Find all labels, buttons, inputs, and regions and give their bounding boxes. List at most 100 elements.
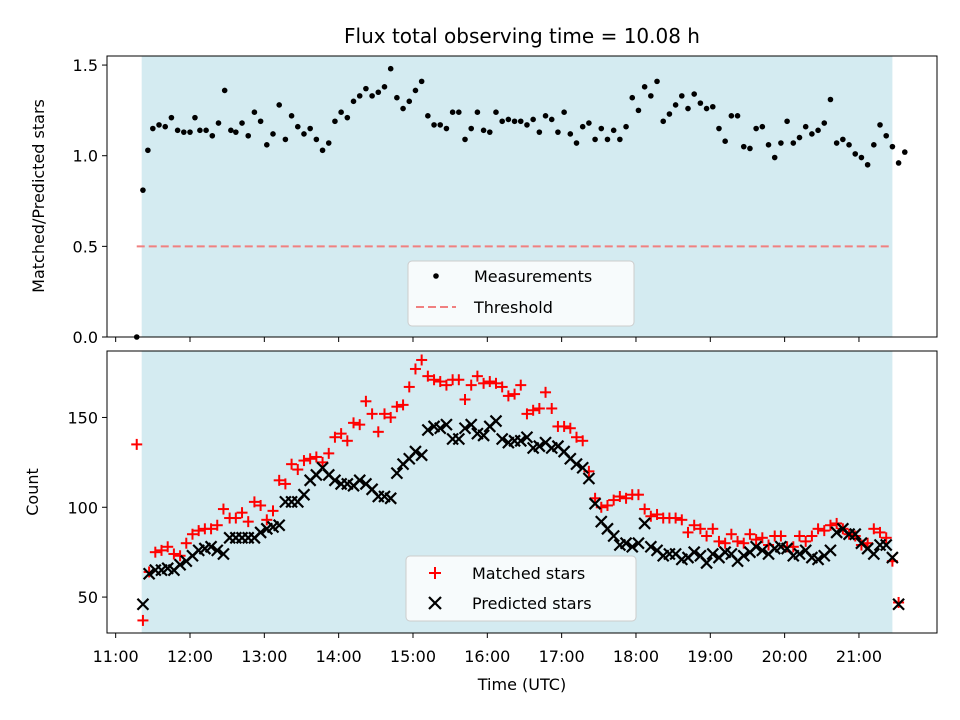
predicted-star-point — [297, 488, 311, 501]
matched-star-point — [793, 530, 805, 542]
matched-star-point — [546, 402, 558, 414]
matched-star-point — [874, 526, 886, 538]
predicted-star-point — [824, 544, 837, 557]
measurement-point — [251, 109, 258, 115]
measurement-point — [145, 147, 151, 154]
top-legend: Measurements Threshold — [407, 260, 635, 327]
matched-star-point — [348, 417, 360, 429]
matched-star-point — [614, 490, 626, 502]
predicted-stars-series — [136, 414, 905, 611]
matched-star-point — [738, 537, 750, 549]
measurement-point — [406, 98, 413, 105]
predicted-star-point — [390, 466, 404, 480]
measurement-point — [709, 103, 716, 110]
predicted-star-point — [867, 547, 881, 561]
x-tick-label: 17:00 — [539, 647, 585, 666]
measurement-point — [679, 93, 685, 99]
measurement-point — [517, 118, 524, 125]
measurement-point — [660, 118, 667, 125]
measurement-point — [846, 142, 852, 148]
measurement-point — [852, 151, 859, 157]
predicted-star-point — [793, 547, 806, 561]
predicted-star-point — [458, 421, 472, 435]
matched-star-point — [360, 395, 372, 407]
bottom-y-tick-label: 150 — [67, 408, 98, 427]
measurement-point — [722, 138, 728, 145]
measurement-point — [728, 113, 735, 119]
predicted-star-point — [173, 558, 187, 572]
measurement-point — [356, 93, 363, 99]
predicted-star-point — [632, 536, 645, 550]
predicted-star-point — [588, 497, 602, 510]
measurement-point — [840, 136, 846, 143]
matched-star-point — [571, 431, 583, 443]
measurement-point — [573, 140, 580, 146]
predicted-star-point — [520, 430, 534, 444]
matched-star-point — [880, 532, 892, 544]
measurement-point — [790, 140, 797, 146]
measurement-point — [901, 149, 908, 155]
predicted-star-point — [142, 567, 156, 581]
predicted-star-point — [619, 536, 633, 550]
measurement-point — [864, 161, 871, 168]
measurement-point — [162, 123, 169, 130]
matched-star-point — [719, 537, 731, 549]
measurement-point — [771, 154, 778, 161]
matched-star-point — [533, 402, 545, 414]
measurement-point — [685, 105, 691, 112]
matched-star-point — [521, 408, 533, 420]
matched-star-point — [149, 546, 161, 558]
matched-star-point — [335, 428, 347, 440]
matched-star-point — [267, 505, 279, 517]
matched-star-point — [707, 523, 719, 535]
measurement-point — [592, 136, 598, 143]
matched-star-point — [608, 494, 620, 506]
predicted-star-point — [879, 538, 893, 552]
predicted-star-point — [756, 544, 769, 557]
measurements-series — [133, 65, 908, 340]
matched-star-point — [366, 408, 378, 420]
matched-star-point — [620, 492, 632, 504]
matched-star-point — [397, 399, 409, 411]
measurement-point — [431, 122, 437, 128]
matched-star-point — [725, 528, 737, 540]
measurement-point — [387, 65, 394, 72]
measurement-point — [375, 89, 382, 96]
legend-predicted-marker — [428, 596, 442, 610]
matched-star-point — [527, 404, 539, 416]
matched-star-point — [750, 534, 762, 546]
matched-star-point — [639, 503, 651, 515]
matched-star-point — [577, 435, 589, 447]
measurement-point — [635, 107, 642, 114]
legend-measurements-label: Measurements — [474, 267, 592, 286]
matched-star-point — [292, 464, 304, 476]
matched-star-point — [248, 496, 260, 508]
matched-star-point — [341, 435, 353, 447]
measurement-point — [319, 147, 326, 154]
predicted-star-point — [415, 448, 428, 462]
matched-star-point — [391, 401, 403, 413]
bottom-ticks: 50 100 150 11:00 12:00 13:00 14:00 15:00 16:00 17… — [67, 408, 882, 666]
predicted-star-point — [495, 432, 509, 446]
predicted-star-point — [892, 597, 905, 611]
matched-star-point — [645, 510, 657, 522]
matched-star-point — [589, 492, 601, 504]
measurement-point — [350, 98, 357, 105]
matched-star-point — [440, 379, 452, 391]
matched-star-point — [217, 503, 229, 515]
x-tick-label: 18:00 — [613, 647, 659, 666]
bottom-legend-box — [405, 555, 637, 622]
measurement-point — [294, 123, 301, 130]
matched-star-point — [800, 535, 812, 547]
matched-star-point — [453, 374, 465, 386]
predicted-star-point — [644, 540, 658, 554]
matched-star-point — [416, 354, 428, 366]
x-tick-label: 16:00 — [464, 647, 510, 666]
matched-star-point — [831, 517, 843, 529]
matched-star-point — [465, 379, 477, 391]
x-tick-label: 12:00 — [167, 647, 213, 666]
predicted-star-point — [811, 553, 825, 566]
predicted-star-point — [706, 547, 720, 561]
matched-star-point — [775, 530, 787, 542]
measurement-point — [703, 105, 710, 112]
